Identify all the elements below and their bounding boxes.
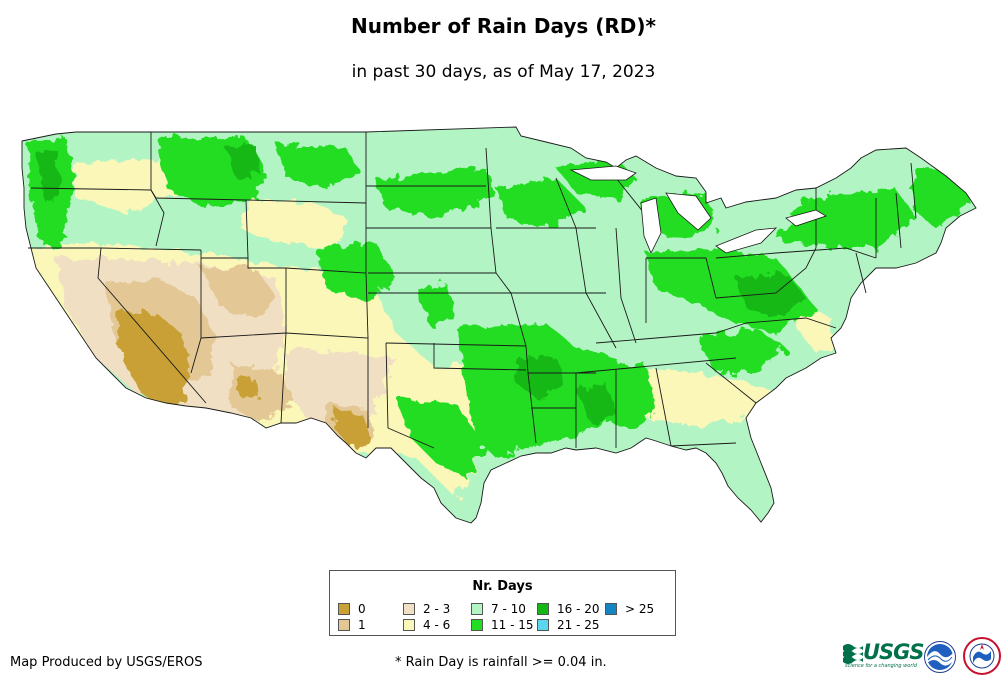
legend-label: > 25 bbox=[625, 602, 655, 616]
great-lakes bbox=[569, 165, 827, 254]
legend-swatch bbox=[338, 602, 350, 615]
legend-swatch bbox=[471, 618, 483, 631]
legend-swatch bbox=[537, 602, 549, 615]
map-credit: Map Produced by USGS/EROS bbox=[10, 655, 203, 670]
legend: Nr. Days 0 1 2 - 3 4 - 6 7 - 10 11 - 15 … bbox=[329, 570, 676, 636]
map-svg bbox=[21, 126, 977, 524]
legend-swatch bbox=[471, 602, 483, 615]
legend-item-7: 21 - 25 bbox=[537, 618, 600, 632]
legend-swatch bbox=[338, 618, 350, 631]
rain-days-shading bbox=[22, 127, 976, 523]
legend-label: 16 - 20 bbox=[557, 602, 600, 616]
noaa-emblem-icon bbox=[924, 641, 956, 673]
legend-label: 4 - 6 bbox=[423, 618, 451, 632]
legend-item-6: 16 - 20 bbox=[537, 602, 600, 616]
legend-swatch bbox=[403, 602, 415, 615]
nws-emblem-icon bbox=[963, 637, 1001, 675]
legend-label: 2 - 3 bbox=[423, 602, 451, 616]
legend-swatch bbox=[537, 618, 549, 631]
state-borders bbox=[21, 126, 977, 524]
legend-item-3: 4 - 6 bbox=[403, 618, 450, 632]
rain-day-footnote: * Rain Day is rainfall >= 0.04 in. bbox=[395, 655, 607, 670]
legend-item-5: 11 - 15 bbox=[471, 618, 534, 632]
legend-title: Nr. Days bbox=[472, 579, 533, 594]
map-subtitle: in past 30 days, as of May 17, 2023 bbox=[351, 62, 656, 82]
legend-item-1: 1 bbox=[338, 618, 366, 632]
legend-item-4: 7 - 10 bbox=[471, 602, 526, 616]
usgs-wave-icon bbox=[843, 644, 863, 664]
legend-label: 0 bbox=[358, 602, 366, 616]
legend-swatch bbox=[403, 618, 415, 631]
map-title: Number of Rain Days (RD)* bbox=[350, 14, 656, 38]
legend-label: 7 - 10 bbox=[491, 602, 526, 616]
usgs-tagline: science for a changing world bbox=[845, 663, 917, 669]
legend-item-0: 0 bbox=[338, 602, 366, 616]
legend-swatch bbox=[605, 602, 617, 615]
usgs-logo: USGS science for a changing world bbox=[843, 640, 925, 672]
legend-label: 1 bbox=[358, 618, 366, 632]
legend-label: 11 - 15 bbox=[491, 618, 534, 632]
legend-label: 21 - 25 bbox=[557, 618, 600, 632]
usgs-wordmark: USGS bbox=[863, 640, 925, 664]
us-rain-days-map bbox=[16, 118, 1006, 538]
noaa-logo bbox=[924, 641, 956, 673]
legend-item-2: 2 - 3 bbox=[403, 602, 450, 616]
legend-item-8: > 25 bbox=[605, 602, 654, 616]
nws-logo bbox=[963, 637, 1001, 675]
